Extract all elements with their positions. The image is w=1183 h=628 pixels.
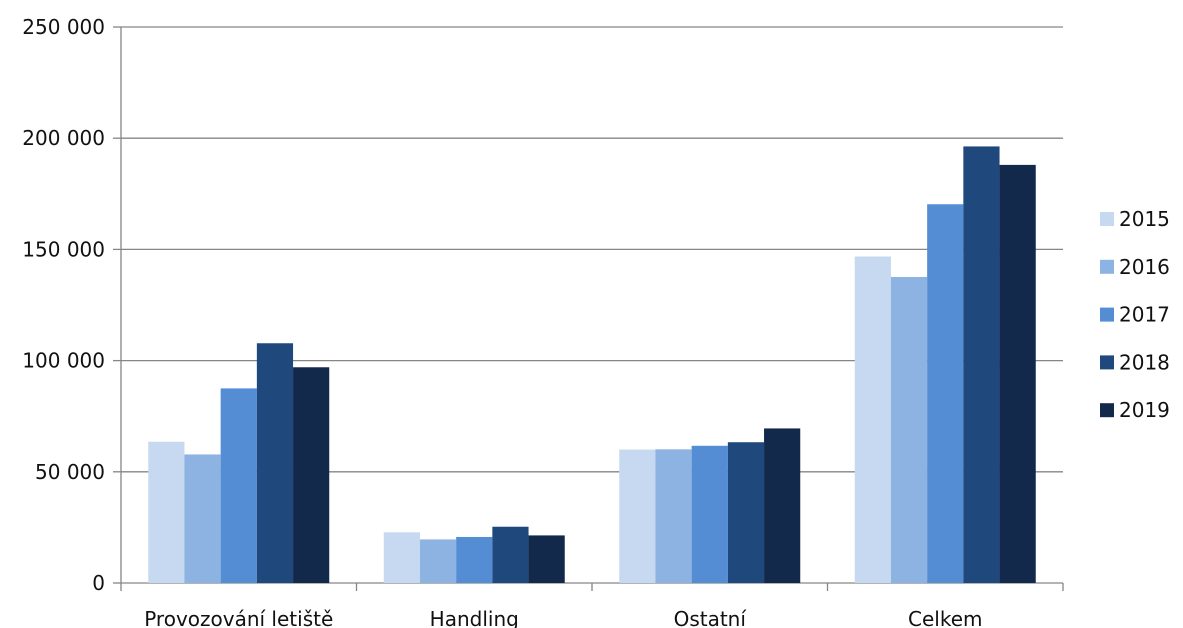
bar-2016-3 (890, 276, 928, 583)
bar-2017-0 (220, 388, 257, 583)
bar-2018-1 (492, 526, 529, 583)
bar-2016-2 (655, 449, 692, 583)
legend-swatch (1100, 403, 1114, 418)
category-label: Handling (430, 607, 519, 628)
bar-2015-0 (148, 441, 185, 583)
legend-swatch (1100, 355, 1114, 370)
legend-label: 2017 (1119, 303, 1170, 327)
y-tick-label: 100 000 (22, 349, 105, 373)
bar-2018-2 (727, 442, 765, 583)
bar-2017-1 (456, 536, 493, 583)
bar-2017-3 (927, 204, 964, 583)
legend-swatch (1100, 307, 1114, 322)
y-tick-label: 200 000 (22, 126, 105, 150)
legend-label: 2019 (1119, 398, 1170, 422)
bar-2016-0 (184, 454, 221, 583)
y-tick-label: 0 (92, 571, 105, 595)
legend-swatch (1100, 259, 1114, 274)
bar-2019-2 (764, 428, 801, 583)
bar-2019-1 (528, 535, 565, 583)
legend-label: 2015 (1119, 207, 1170, 231)
y-tick-label: 50 000 (35, 460, 105, 484)
category-label: Celkem (908, 607, 982, 628)
legend-label: 2016 (1119, 255, 1170, 279)
bar-2017-2 (691, 445, 728, 583)
category-label: Ostatní (674, 607, 748, 628)
bar-2019-3 (999, 164, 1036, 583)
bar-2015-3 (854, 256, 891, 583)
y-tick-label: 250 000 (22, 15, 105, 39)
legend-label: 2018 (1119, 350, 1170, 374)
bar-2018-0 (256, 343, 294, 583)
category-label: Provozování letiště (144, 607, 333, 628)
y-tick-label: 150 000 (22, 237, 105, 261)
bar-2016-1 (419, 539, 457, 583)
bar-2018-3 (963, 146, 1000, 583)
bar-2019-0 (293, 367, 330, 583)
bar-2015-1 (383, 532, 420, 583)
legend-swatch (1100, 212, 1114, 226)
bar-2015-2 (619, 449, 656, 583)
